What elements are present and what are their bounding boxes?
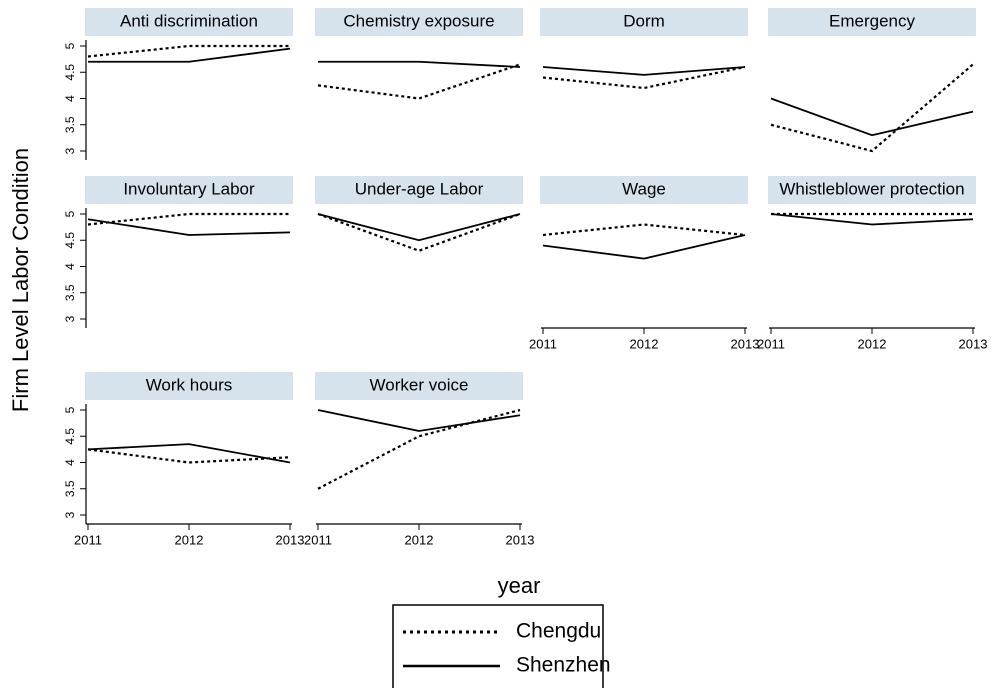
y-tick-label: 3 bbox=[63, 315, 77, 322]
x-tick-label: 2011 bbox=[74, 532, 102, 547]
panel-title: Involuntary Labor bbox=[123, 179, 255, 198]
series-line bbox=[317, 409, 521, 432]
y-tick-label: 3.5 bbox=[63, 480, 77, 497]
panel-header bbox=[315, 8, 523, 36]
legend-box bbox=[392, 604, 604, 688]
series-line bbox=[87, 44, 290, 58]
legend-label: Chengdu bbox=[516, 620, 601, 643]
y-tick-label: 5 bbox=[63, 406, 77, 413]
series-line bbox=[317, 408, 521, 490]
series-line bbox=[770, 213, 974, 226]
y-axis-label: Firm Level Labor Condition bbox=[8, 148, 33, 412]
panel-header bbox=[85, 8, 293, 36]
panel-title: Chemistry exposure bbox=[343, 11, 494, 30]
panel-header bbox=[85, 372, 293, 400]
x-tick-label: 2012 bbox=[175, 532, 204, 547]
x-tick-label: 2011 bbox=[304, 532, 332, 547]
panel-title: Anti discrimination bbox=[120, 11, 258, 30]
y-tick-label: 3 bbox=[63, 511, 77, 518]
y-tick-label: 3.5 bbox=[63, 284, 77, 301]
legend-label: Shenzhen bbox=[516, 654, 611, 677]
x-tick-label: 2013 bbox=[506, 532, 535, 547]
x-axis-label: year bbox=[498, 573, 541, 598]
y-tick-label: 3 bbox=[63, 147, 77, 154]
panel-header bbox=[315, 372, 523, 400]
panel-title: Under-age Labor bbox=[355, 179, 484, 198]
y-tick-label: 4 bbox=[63, 95, 77, 102]
series-line bbox=[542, 66, 746, 76]
panel-header bbox=[540, 8, 748, 36]
panel-title: Worker voice bbox=[370, 375, 469, 394]
x-tick-label: 2012 bbox=[405, 532, 434, 547]
x-tick-label: 2012 bbox=[858, 336, 887, 351]
series-line bbox=[87, 448, 291, 464]
series-line bbox=[87, 212, 290, 226]
series-line bbox=[542, 234, 746, 260]
series-line bbox=[317, 213, 521, 242]
y-tick-label: 4.5 bbox=[63, 428, 77, 445]
y-tick-label: 4.5 bbox=[63, 64, 77, 81]
y-tick-label: 5 bbox=[63, 42, 77, 49]
series-line bbox=[87, 218, 291, 236]
x-tick-label: 2012 bbox=[630, 336, 659, 351]
y-tick-label: 3.5 bbox=[63, 116, 77, 133]
x-tick-label: 2013 bbox=[276, 532, 305, 547]
panel-title: Emergency bbox=[829, 11, 915, 30]
panel-title: Dorm bbox=[623, 11, 665, 30]
x-tick-label: 2013 bbox=[959, 336, 988, 351]
series-line bbox=[318, 60, 521, 68]
series-line bbox=[87, 443, 291, 464]
series-line bbox=[88, 47, 291, 63]
panel-header bbox=[315, 176, 523, 204]
panel-title: Wage bbox=[622, 179, 666, 198]
x-tick-label: 2011 bbox=[529, 336, 557, 351]
panel-title: Work hours bbox=[146, 375, 233, 394]
panel-header bbox=[768, 176, 976, 204]
x-tick-label: 2013 bbox=[731, 336, 760, 351]
y-tick-label: 4 bbox=[63, 263, 77, 270]
panel-title: Whistleblower protection bbox=[779, 179, 964, 198]
x-tick-label: 2011 bbox=[757, 336, 785, 351]
series-line bbox=[770, 63, 974, 153]
series-line bbox=[542, 65, 746, 90]
y-tick-label: 5 bbox=[63, 210, 77, 217]
series-line bbox=[542, 223, 746, 237]
y-tick-label: 4 bbox=[63, 459, 77, 466]
series-line bbox=[770, 97, 974, 137]
panel-header bbox=[85, 176, 293, 204]
panel-header bbox=[768, 8, 976, 36]
y-tick-label: 4.5 bbox=[63, 232, 77, 249]
panel-header bbox=[540, 176, 748, 204]
